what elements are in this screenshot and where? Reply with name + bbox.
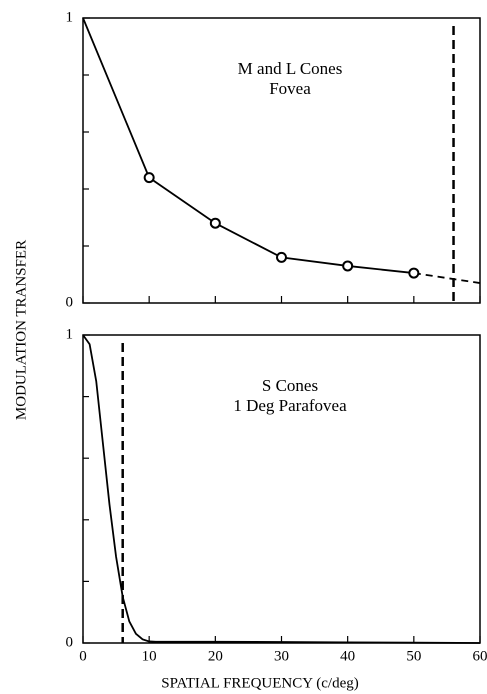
x-tick-label: 10 xyxy=(142,648,157,664)
annotation: S Cones xyxy=(262,376,318,395)
y-axis-label: MODULATION TRANSFER xyxy=(13,240,29,420)
x-tick-label: 50 xyxy=(406,648,421,664)
curve xyxy=(82,334,481,644)
annotation: Fovea xyxy=(269,79,311,98)
y-tick-label: 0 xyxy=(66,634,74,650)
y-tick-label: 1 xyxy=(66,326,74,342)
data-point xyxy=(342,260,354,272)
x-tick-label: 40 xyxy=(340,648,355,664)
data-point xyxy=(408,267,420,279)
annotation: M and L Cones xyxy=(238,59,343,78)
annotation: 1 Deg Parafovea xyxy=(233,396,347,415)
x-tick-label: 20 xyxy=(208,648,223,664)
data-point xyxy=(143,172,155,184)
x-tick-label: 0 xyxy=(79,648,87,664)
curve xyxy=(82,17,414,274)
x-axis-label: SPATIAL FREQUENCY (c/deg) xyxy=(161,675,359,691)
y-tick-label: 0 xyxy=(66,294,74,310)
data-point xyxy=(276,251,287,263)
x-tick-label: 30 xyxy=(274,648,289,664)
data-point xyxy=(209,217,221,229)
y-tick-label: 1 xyxy=(66,9,74,25)
curve xyxy=(413,272,481,284)
x-tick-label: 60 xyxy=(473,648,487,664)
